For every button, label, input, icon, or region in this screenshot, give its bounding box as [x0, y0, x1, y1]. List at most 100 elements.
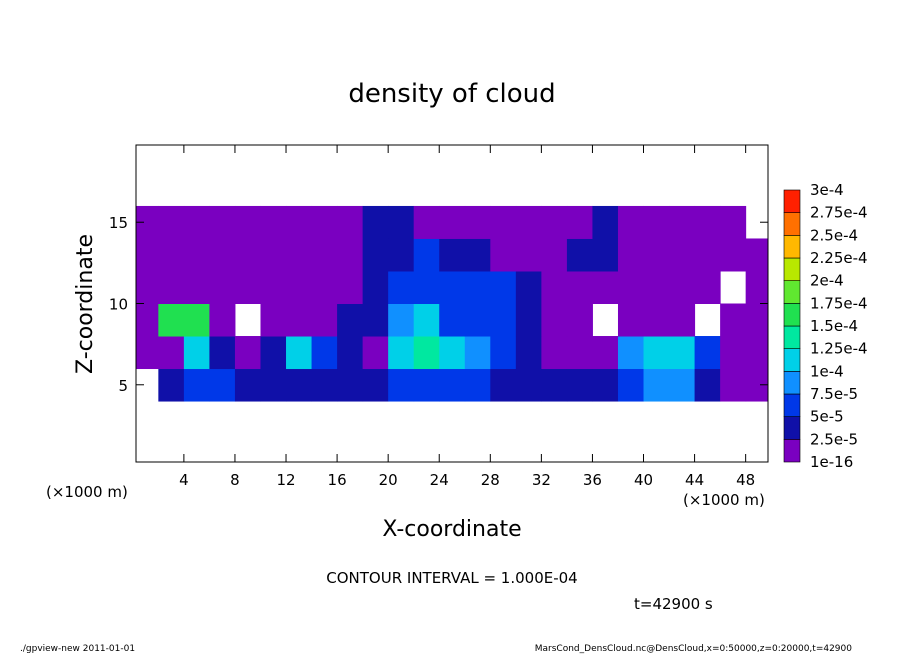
x-tick-label: 4 — [179, 471, 189, 489]
cell — [439, 205, 466, 239]
x-tick-label: 12 — [276, 471, 295, 489]
cell — [311, 303, 338, 337]
y-unit: (×1000 m) — [46, 483, 128, 501]
colorbar-box — [783, 303, 801, 327]
x-axis-label: X-coordinate — [382, 517, 521, 542]
cell — [541, 368, 568, 402]
cell — [362, 238, 389, 272]
cell — [515, 368, 542, 402]
footer-left: ./gpview-new 2011-01-01 — [20, 644, 135, 654]
cell — [388, 303, 415, 337]
cell — [362, 368, 389, 402]
cell — [362, 303, 389, 337]
cell — [388, 270, 415, 304]
cell — [234, 205, 261, 239]
colorbar-label: 2e-4 — [810, 272, 844, 290]
cell — [745, 368, 768, 402]
cell — [337, 368, 364, 402]
colorbar-box — [783, 348, 801, 372]
colorbar-box — [783, 325, 801, 349]
colorbar-box — [783, 393, 801, 417]
cell — [694, 205, 721, 239]
cell — [643, 303, 670, 337]
cell — [311, 238, 338, 272]
cell — [413, 205, 440, 239]
cell — [234, 270, 261, 304]
cell — [311, 336, 338, 370]
cell — [413, 303, 440, 337]
cell — [669, 270, 696, 304]
cell — [643, 238, 670, 272]
cell — [490, 238, 517, 272]
colorbar-label: 3e-4 — [810, 181, 844, 199]
cell — [643, 205, 670, 239]
cell — [388, 368, 415, 402]
cell — [643, 270, 670, 304]
colorbar: 1e-16 2.5e-5 5e-5 7.5e-5 1e-4 1.25e-4 1.5e-4 1.… — [783, 181, 868, 471]
cell — [694, 270, 721, 304]
cell — [515, 303, 542, 337]
x-tick-label: 20 — [379, 471, 398, 489]
x-tick-label: 16 — [328, 471, 347, 489]
cell — [136, 303, 159, 337]
colorbar-label: 1e-16 — [810, 453, 853, 471]
cell — [617, 336, 645, 370]
cell — [209, 368, 236, 402]
cell — [566, 238, 593, 272]
cell — [515, 336, 542, 370]
cell — [669, 205, 696, 239]
cell — [388, 238, 415, 272]
cell — [745, 238, 768, 272]
colorbar-box — [783, 257, 801, 281]
cell — [541, 205, 568, 239]
cell — [592, 368, 619, 402]
cell — [234, 368, 261, 402]
cell — [337, 336, 364, 370]
cell — [720, 336, 747, 370]
cell — [136, 336, 159, 370]
cell — [566, 205, 593, 239]
cell — [209, 336, 236, 370]
cell — [617, 270, 645, 304]
cell — [286, 270, 313, 304]
colorbar-label: 2.5e-4 — [810, 226, 858, 244]
cell — [643, 368, 670, 402]
cell — [694, 368, 721, 402]
colorbar-label: 2.75e-4 — [810, 204, 868, 222]
x-tick-label: 8 — [230, 471, 240, 489]
cell — [260, 336, 287, 370]
contour-interval: CONTOUR INTERVAL = 1.000E-04 — [326, 569, 577, 587]
cell — [464, 368, 491, 402]
cell — [439, 368, 466, 402]
cell — [337, 303, 364, 337]
cell — [464, 303, 491, 337]
colorbar-box — [783, 235, 801, 259]
cell — [158, 238, 185, 272]
cell — [413, 368, 440, 402]
colorbar-box — [783, 439, 801, 463]
colorbar-box — [783, 416, 801, 440]
cell — [158, 270, 185, 304]
x-tick-label: 48 — [736, 471, 755, 489]
cell — [286, 336, 313, 370]
cell — [439, 270, 466, 304]
cell — [311, 205, 338, 239]
cell — [669, 368, 696, 402]
cell — [490, 303, 517, 337]
cell — [515, 238, 542, 272]
y-tick-label: 10 — [109, 296, 128, 314]
cell — [515, 205, 542, 239]
cell — [490, 270, 517, 304]
colorbar-label: 1.75e-4 — [810, 294, 868, 312]
cell — [183, 303, 210, 337]
cell — [617, 238, 645, 272]
cell — [337, 270, 364, 304]
colorbar-label: 1.25e-4 — [810, 340, 868, 358]
cell — [337, 238, 364, 272]
cell — [464, 336, 491, 370]
field — [136, 205, 768, 402]
cell — [183, 270, 210, 304]
cell — [234, 238, 261, 272]
cell — [439, 303, 466, 337]
cell — [541, 270, 568, 304]
